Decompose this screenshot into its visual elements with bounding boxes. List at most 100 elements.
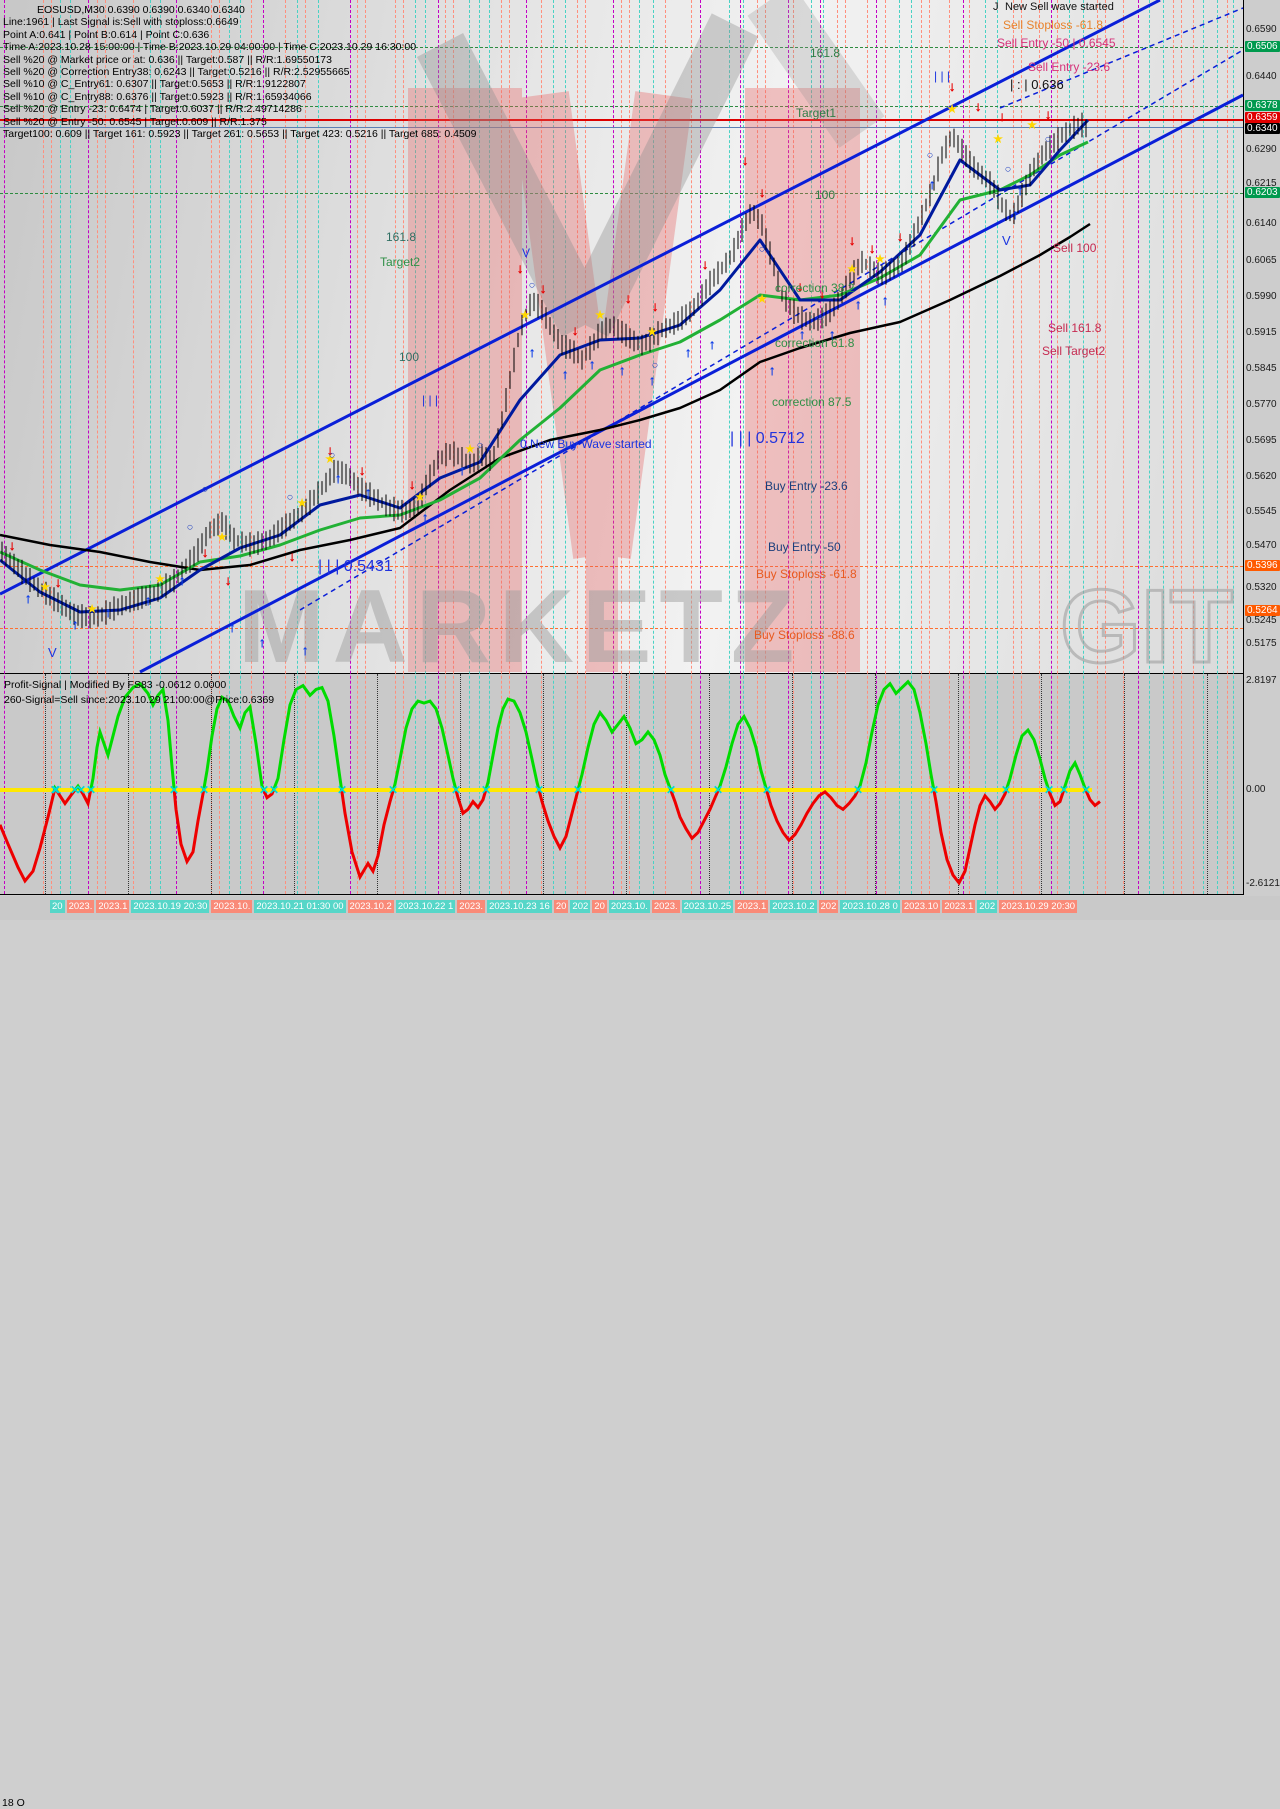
zero-cross-marker: ✕: [853, 783, 863, 797]
price-axis[interactable]: 0.6590 0.6506 0.6440 0.6378 0.6359 0.6340 0.62…: [1244, 0, 1280, 896]
v-guide-salmon: [365, 0, 366, 894]
buy-arrow-icon: ↑: [1016, 182, 1024, 198]
v-guide-magenta: [263, 0, 264, 894]
star-icon: ★: [155, 573, 165, 586]
circle-icon: ○: [1044, 133, 1052, 146]
time-label: 2023.10.2: [770, 900, 817, 913]
v-guide-salmon: [929, 0, 930, 894]
v-guide-teal: [1083, 0, 1084, 894]
star-icon: ★: [297, 497, 307, 510]
v-guide-salmon: [1193, 0, 1194, 894]
chart-label: Buy Entry -50: [768, 540, 841, 554]
buy-arrow-icon: ↑: [178, 572, 186, 588]
v-guide-magenta: [4, 0, 5, 894]
sell-arrow-icon: ↓: [818, 285, 826, 301]
time-label: 2023.: [66, 900, 95, 913]
v-guide-blackdot: [128, 674, 129, 894]
chart-label: | | |: [422, 393, 439, 407]
time-label: 2023.1: [96, 900, 130, 913]
time-label-row: 20 2023. 2023.1 2023.10.19 20:30 2023.10. 202…: [50, 900, 1079, 918]
buy-arrow-icon: ↑: [104, 604, 112, 620]
v-guide-blackdot: [460, 674, 461, 894]
h-level-line: [0, 566, 1243, 567]
info-line: Target100: 0.609 || Target 161: 0.5923 |…: [3, 128, 477, 141]
info-line: Sell %10 @ C_Entry61: 0.6307 || Target:0…: [3, 78, 306, 91]
buy-arrow-icon: ↑: [561, 366, 569, 382]
v-guide-salmon: [885, 0, 886, 894]
v-guide-teal: [469, 0, 470, 894]
v-guide-teal: [415, 0, 416, 894]
time-label: 2023.: [651, 900, 680, 913]
price-tick: 0.5695: [1246, 435, 1277, 446]
v-guide-salmon: [501, 0, 502, 894]
v-guide-teal: [1217, 0, 1218, 894]
v-guide-teal: [823, 0, 824, 894]
circle-icon: ○: [651, 359, 659, 372]
star-icon: ★: [757, 293, 767, 306]
zero-cross-marker: ✕: [269, 783, 279, 797]
zero-cross-marker: ✕: [51, 783, 61, 797]
v-guide-salmon: [793, 0, 794, 894]
buy-arrow-icon: ↑: [458, 462, 466, 478]
oscillator-positive: [52, 679, 1088, 790]
v-guide-blackdot: [377, 674, 378, 894]
v-guide-salmon: [395, 0, 396, 894]
chart-label: 100: [399, 350, 420, 364]
h-level-line: [0, 628, 1243, 629]
sell-arrow-icon: ↓: [358, 462, 366, 478]
time-label: 2023.10.29 20:30: [999, 900, 1078, 913]
v-guide-salmon: [1057, 0, 1058, 894]
price-tick: 0.6215: [1246, 178, 1277, 189]
time-label: 2023.10.25: [681, 900, 734, 913]
time-label: 2023.1: [942, 900, 976, 913]
signal-markers: ↓ ↓ ↓ ↓ ↓ ↓ ↓ ↓ ↓ ↓ ↓ ↓ ↓ ↓ ↓ ↓ ↓ ↓ ↓ ↓ ↓ ↓ ↓ ↓ ↓ ↑ ↑ ↑ ↑ ↑ ↑ ↑ ↑ ↑ ↑ ↑ ↑ ↑ ↑ ↑…: [0, 0, 1243, 673]
buy-arrow-icon: ↑: [684, 344, 692, 360]
v-guide-salmon: [1039, 0, 1040, 894]
v-guide-salmon: [621, 0, 622, 894]
v-guide-teal: [60, 0, 61, 894]
v-guide-salmon: [105, 0, 106, 894]
v-guide-salmon: [403, 0, 404, 894]
v-guide-salmon: [691, 0, 692, 894]
symbol-info-block: EOSUSD,M30 0.6390 0.6390 0.6340 0.6340 Li…: [3, 4, 476, 140]
price-tick: 0.6340: [1245, 123, 1280, 134]
star-icon: ★: [647, 326, 657, 339]
v-guide-salmon: [211, 0, 212, 894]
v-guide-magenta: [963, 0, 964, 894]
buy-arrow-icon: ↑: [881, 292, 889, 308]
price-tick: 0.6140: [1246, 218, 1277, 229]
v-guide-teal: [70, 0, 71, 894]
buy-arrow-icon: ↑: [228, 619, 236, 635]
time-axis[interactable]: 18 O 20 2023. 2023.1 2023.10.19 20:30 2023.1…: [0, 896, 1280, 1809]
indicator-panel[interactable]: [0, 674, 1244, 895]
chevron-watermark: [416, 0, 885, 337]
v-guide-magenta: [1138, 0, 1139, 894]
buy-arrow-icon: ↑: [71, 616, 79, 632]
buy-arrow-icon: ↑: [144, 592, 152, 608]
chart-label: Sell Entry -50 | 0.6545: [997, 36, 1116, 50]
price-tick: 0.5320: [1246, 582, 1277, 593]
sell-arrow-icon: ↓: [408, 476, 416, 492]
v-guide-teal: [479, 0, 480, 894]
star-icon: ★: [325, 453, 335, 466]
h-level-line: [0, 106, 1243, 107]
chart-title-line: EOSUSD,M30 0.6390 0.6390 0.6340 0.6340: [37, 4, 245, 16]
circle-icon: ○: [1004, 163, 1012, 176]
star-icon: ★: [595, 309, 605, 322]
v-guide-magenta: [176, 0, 177, 894]
info-line: Sell %10 @ C_Entry88: 0.6376 || Target:0…: [3, 90, 312, 103]
chart-label: V: [522, 246, 531, 260]
v-guide-salmon: [305, 0, 306, 894]
v-guide-salmon: [43, 0, 44, 894]
circle-icon: ○: [1074, 123, 1082, 136]
info-line: Sell %20 @ Entry -23: 0.6474 | Target:0.…: [3, 103, 302, 116]
moving-average: [0, 118, 1090, 614]
price-tick: 0.6378: [1245, 100, 1280, 111]
zero-cross-marker: ✕: [573, 783, 583, 797]
sell-arrow-icon: ↓: [758, 184, 766, 200]
info-line: Sell %20 @ Correction Entry38: 0.6243 ||…: [3, 66, 350, 79]
price-tick: 0.5470: [1246, 540, 1277, 551]
star-icon: ★: [520, 309, 530, 322]
time-label: 2023.10.23 16: [487, 900, 552, 913]
sell-arrow-icon: ↓: [539, 280, 547, 296]
